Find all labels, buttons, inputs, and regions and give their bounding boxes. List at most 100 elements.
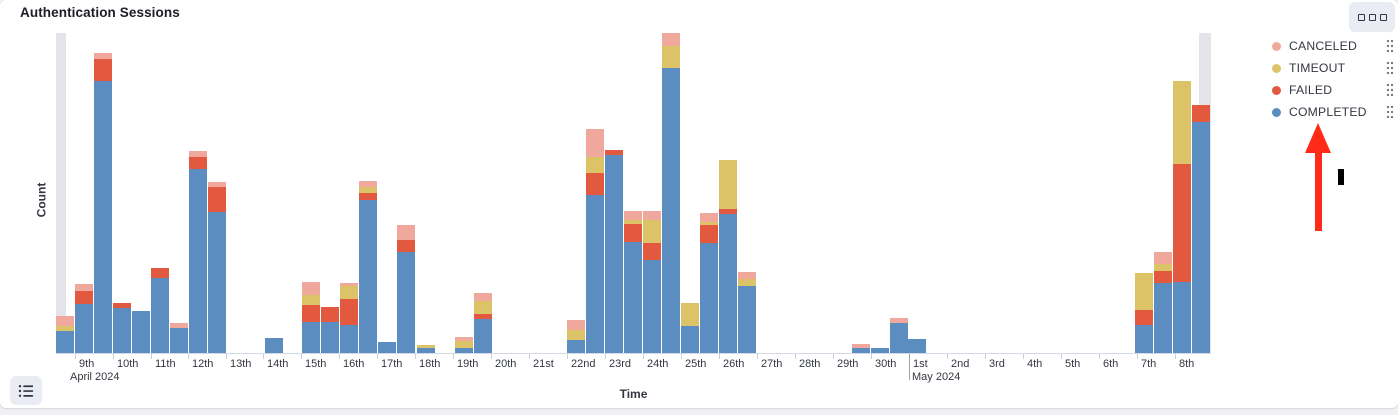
stacked-bar[interactable]: [474, 293, 492, 353]
stacked-bar[interactable]: [75, 284, 93, 353]
x-tick-label: 29th: [837, 358, 859, 370]
stacked-bar[interactable]: [1135, 273, 1153, 353]
page-title: Authentication Sessions: [20, 5, 180, 20]
x-tick-label: 17th: [381, 358, 403, 370]
bar-segment-completed: [700, 243, 718, 353]
stacked-bar[interactable]: [417, 345, 435, 353]
bar-segment-canceled: [208, 182, 226, 187]
x-tick-label: 5th: [1065, 358, 1081, 370]
drag-handle-dots-icon[interactable]: [1386, 105, 1394, 119]
stacked-bar[interactable]: [56, 316, 74, 353]
x-axis-title: Time: [619, 387, 648, 401]
x-tick-label: 24th: [647, 358, 669, 370]
stacked-bar[interactable]: [359, 181, 377, 353]
bar-segment-failed: [1154, 271, 1172, 283]
bar-segment-failed: [397, 240, 415, 252]
stacked-bar[interactable]: [605, 150, 623, 353]
bar-segment-failed: [605, 150, 623, 155]
bar-segment-completed: [567, 340, 585, 353]
x-axis-tick: [377, 354, 378, 359]
x-axis-tick: [75, 354, 76, 359]
bar-segment-canceled: [700, 213, 718, 222]
stacked-bar[interactable]: [1192, 105, 1210, 353]
bar-segment-timeout: [302, 295, 320, 305]
bar-segment-timeout: [417, 345, 435, 348]
bar-segment-canceled: [302, 282, 320, 295]
stacked-bar[interactable]: [132, 311, 150, 353]
x-tick-label: 10th: [117, 358, 139, 370]
bar-segment-canceled: [624, 211, 642, 220]
legend-item-failed[interactable]: FAILED: [1272, 79, 1394, 101]
stacked-bar[interactable]: [643, 211, 661, 353]
stacked-bar[interactable]: [170, 323, 188, 353]
bar-segment-timeout: [700, 222, 718, 225]
stacked-bar[interactable]: [151, 268, 169, 353]
stacked-bar[interactable]: [208, 182, 226, 353]
stacked-bar[interactable]: [567, 320, 585, 353]
bar-segment-timeout: [1173, 81, 1191, 164]
stacked-bar[interactable]: [455, 337, 473, 353]
panel-options-button[interactable]: [1349, 2, 1395, 32]
stacked-bar[interactable]: [340, 283, 358, 353]
x-tick-label: 9th: [79, 358, 95, 370]
bar-segment-timeout: [567, 330, 585, 340]
x-tick-label: 25th: [685, 358, 707, 370]
stacked-bar[interactable]: [852, 344, 870, 353]
legend-item-timeout[interactable]: TIMEOUT: [1272, 57, 1394, 79]
bar-segment-timeout: [662, 46, 680, 68]
bar-segment-completed: [681, 326, 699, 353]
drag-handle-dots-icon[interactable]: [1386, 83, 1394, 97]
legend-item-label: CANCELED: [1289, 39, 1357, 53]
bar-segment-canceled: [890, 318, 908, 323]
bar-segment-completed: [265, 338, 283, 353]
stacked-bar[interactable]: [321, 307, 339, 353]
bar-segment-canceled: [738, 272, 756, 279]
stacked-bar[interactable]: [1173, 81, 1191, 353]
stacked-bar[interactable]: [1154, 252, 1172, 353]
stacked-bar[interactable]: [681, 303, 699, 353]
annotation-arrow-head-icon: [1305, 123, 1331, 153]
x-tick-label: 14th: [267, 358, 289, 370]
bar-segment-completed: [189, 169, 207, 353]
stacked-bar[interactable]: [890, 318, 908, 353]
bar-segment-canceled: [359, 181, 377, 187]
bar-segment-timeout: [1135, 273, 1153, 310]
partial-bucket-bar: [56, 33, 66, 353]
bar-segment-completed: [662, 68, 680, 353]
bar-segment-completed: [455, 348, 473, 353]
drag-handle-dots-icon[interactable]: [1386, 39, 1394, 53]
stacked-bar[interactable]: [378, 342, 396, 353]
legend-item-label: COMPLETED: [1289, 105, 1367, 119]
stacked-bar[interactable]: [662, 33, 680, 353]
x-tick-label: 13th: [230, 358, 252, 370]
stacked-bar[interactable]: [94, 53, 112, 353]
stacked-bar[interactable]: [113, 303, 131, 353]
x-tick-label: 3rd: [989, 358, 1005, 370]
stacked-bar[interactable]: [738, 272, 756, 353]
stacked-bar[interactable]: [265, 338, 283, 353]
x-axis-tick: [453, 354, 454, 359]
stacked-bar[interactable]: [302, 282, 320, 353]
stacked-bar[interactable]: [189, 151, 207, 353]
bar-segment-completed: [643, 260, 661, 353]
bar-segment-timeout: [586, 157, 604, 173]
stacked-bar[interactable]: [719, 160, 737, 353]
drag-handle-dots-icon[interactable]: [1386, 61, 1394, 75]
legend-toggle-button[interactable]: [10, 376, 42, 405]
chart-plot-area[interactable]: [56, 33, 1211, 353]
stacked-bar[interactable]: [397, 225, 415, 353]
x-axis-tick: [1137, 354, 1138, 359]
bar-segment-canceled: [586, 129, 604, 157]
stacked-bar[interactable]: [586, 129, 604, 353]
legend-item-canceled[interactable]: CANCELED: [1272, 35, 1394, 57]
legend-item-completed[interactable]: COMPLETED: [1272, 101, 1394, 123]
x-tick-label: 8th: [1179, 358, 1195, 370]
bar-segment-completed: [397, 252, 415, 353]
stacked-bar[interactable]: [908, 339, 926, 353]
bar-segment-completed: [1135, 325, 1153, 353]
stacked-bar[interactable]: [700, 213, 718, 353]
bar-segment-canceled: [1154, 252, 1172, 264]
stacked-bar[interactable]: [624, 211, 642, 353]
stacked-bar[interactable]: [871, 348, 889, 353]
